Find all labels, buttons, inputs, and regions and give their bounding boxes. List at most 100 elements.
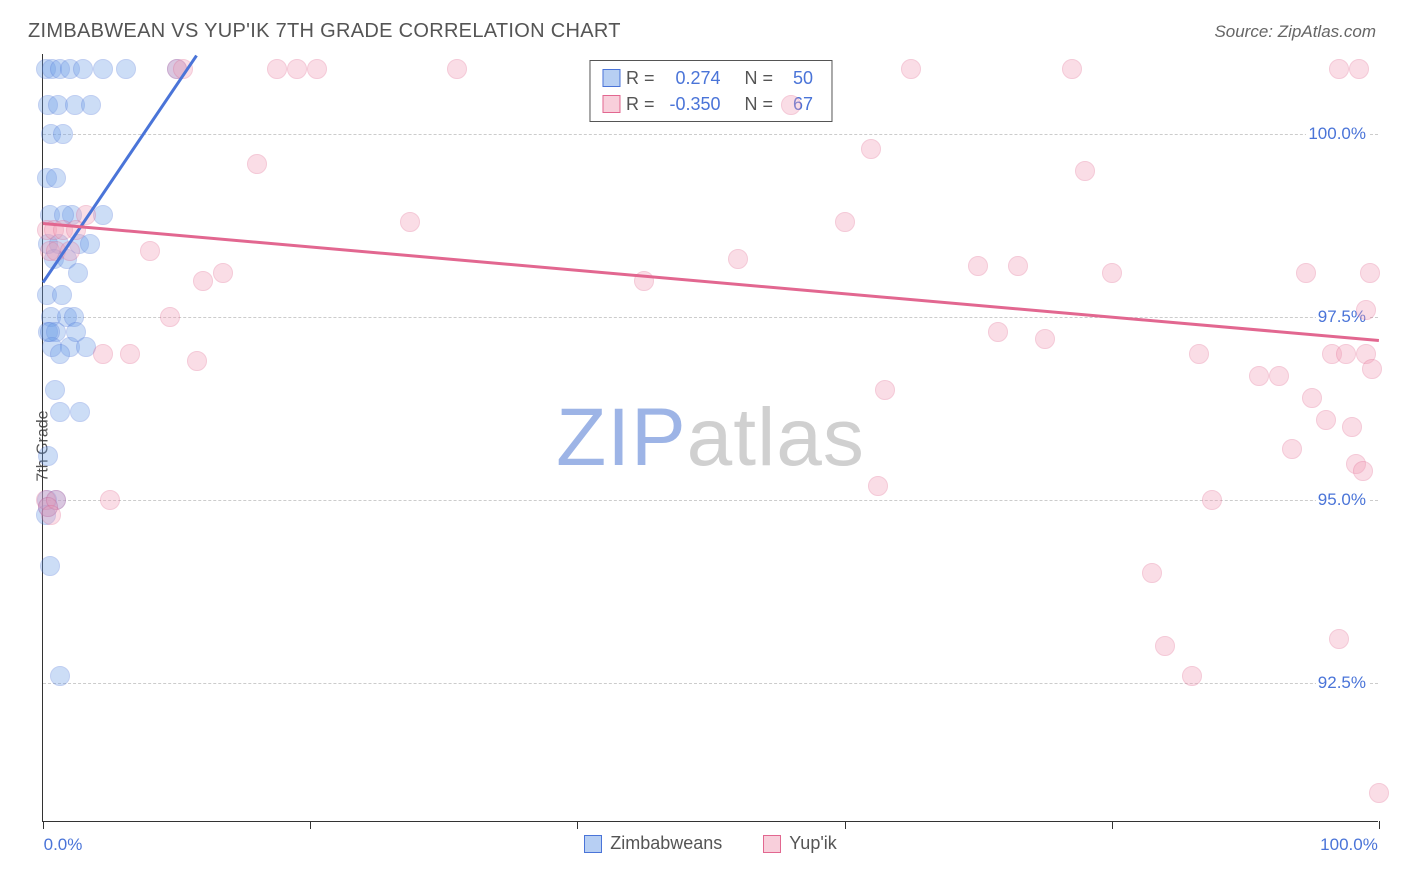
scatter-point-zimbabweans [68,263,88,283]
scatter-point-yupik [861,139,881,159]
x-tick [1112,821,1113,829]
watermark-zip: ZIP [556,392,687,483]
scatter-point-yupik [41,505,61,525]
source-label: Source: ZipAtlas.com [1214,22,1376,42]
scatter-point-yupik [160,307,180,327]
x-tick [43,821,44,829]
scatter-point-yupik [1329,59,1349,79]
trend-line-yupik [43,222,1379,342]
chart-title: ZIMBABWEAN VS YUP'IK 7TH GRADE CORRELATI… [28,20,621,43]
legend-item-zimbabweans: Zimbabweans [584,833,722,854]
scatter-point-yupik [193,271,213,291]
scatter-point-yupik [100,490,120,510]
scatter-point-yupik [1189,344,1209,364]
scatter-point-yupik [875,380,895,400]
scatter-point-yupik [1316,410,1336,430]
scatter-point-zimbabweans [53,124,73,144]
scatter-point-zimbabweans [50,402,70,422]
scatter-point-zimbabweans [81,95,101,115]
y-tick-label: 92.5% [1316,673,1368,693]
legend-row-zimbabweans: R = 0.274 N = 50 [602,65,813,91]
r-value-zimbabweans: 0.274 [661,65,721,91]
scatter-point-yupik [868,476,888,496]
scatter-point-yupik [1302,388,1322,408]
y-tick-label: 95.0% [1316,490,1368,510]
scatter-point-yupik [120,344,140,364]
x-tick [1379,821,1380,829]
scatter-point-yupik [1369,783,1389,803]
swatch-zimbabweans [584,835,602,853]
watermark-atlas: atlas [687,392,865,483]
scatter-point-yupik [728,249,748,269]
scatter-point-yupik [988,322,1008,342]
scatter-point-yupik [307,59,327,79]
scatter-point-yupik [1035,329,1055,349]
swatch-zimbabweans [602,69,620,87]
scatter-point-yupik [1329,629,1349,649]
scatter-point-yupik [1336,344,1356,364]
x-tick [310,821,311,829]
scatter-point-zimbabweans [50,344,70,364]
n-value-zimbabweans: 50 [779,65,813,91]
gridline [43,134,1378,135]
scatter-point-yupik [1296,263,1316,283]
n-label: N = [745,91,774,117]
scatter-point-zimbabweans [40,556,60,576]
scatter-point-zimbabweans [93,205,113,225]
scatter-point-zimbabweans [50,666,70,686]
scatter-point-zimbabweans [45,380,65,400]
scatter-point-yupik [968,256,988,276]
y-tick-label: 100.0% [1306,124,1368,144]
scatter-point-zimbabweans [73,59,93,79]
scatter-point-yupik [287,59,307,79]
scatter-point-yupik [213,263,233,283]
scatter-point-yupik [140,241,160,261]
scatter-point-zimbabweans [93,59,113,79]
scatter-point-yupik [835,212,855,232]
scatter-point-yupik [1353,461,1373,481]
scatter-point-zimbabweans [46,168,66,188]
r-value-yupik: -0.350 [661,91,721,117]
series-legend: Zimbabweans Yup'ik [43,833,1378,858]
scatter-point-zimbabweans [116,59,136,79]
legend-label-zimbabweans: Zimbabweans [610,833,722,854]
n-label: N = [745,65,774,91]
legend-item-yupik: Yup'ik [763,833,836,854]
x-tick-label: 0.0% [44,835,83,855]
scatter-point-yupik [1249,366,1269,386]
scatter-point-yupik [1102,263,1122,283]
scatter-point-zimbabweans [52,285,72,305]
x-tick [845,821,846,829]
scatter-point-yupik [267,59,287,79]
x-tick-label: 100.0% [1320,835,1378,855]
scatter-point-yupik [1360,263,1380,283]
scatter-point-yupik [1362,359,1382,379]
scatter-point-yupik [1282,439,1302,459]
swatch-yupik [763,835,781,853]
scatter-point-yupik [93,344,113,364]
gridline [43,683,1378,684]
legend-label-yupik: Yup'ik [789,833,836,854]
scatter-point-yupik [781,95,801,115]
scatter-point-yupik [1142,563,1162,583]
gridline [43,317,1378,318]
scatter-point-yupik [247,154,267,174]
scatter-point-zimbabweans [38,446,58,466]
scatter-point-yupik [447,59,467,79]
scatter-point-yupik [1269,366,1289,386]
scatter-point-zimbabweans [40,322,60,342]
scatter-point-yupik [1349,59,1369,79]
watermark: ZIPatlas [556,391,865,485]
scatter-point-yupik [1075,161,1095,181]
scatter-point-yupik [1008,256,1028,276]
swatch-yupik [602,95,620,113]
scatter-point-yupik [1356,300,1376,320]
scatter-point-yupik [901,59,921,79]
scatter-point-yupik [400,212,420,232]
gridline [43,500,1378,501]
trend-line-zimbabweans [42,55,198,283]
scatter-point-yupik [1062,59,1082,79]
scatter-point-yupik [1155,636,1175,656]
x-tick [577,821,578,829]
scatter-point-yupik [1342,417,1362,437]
